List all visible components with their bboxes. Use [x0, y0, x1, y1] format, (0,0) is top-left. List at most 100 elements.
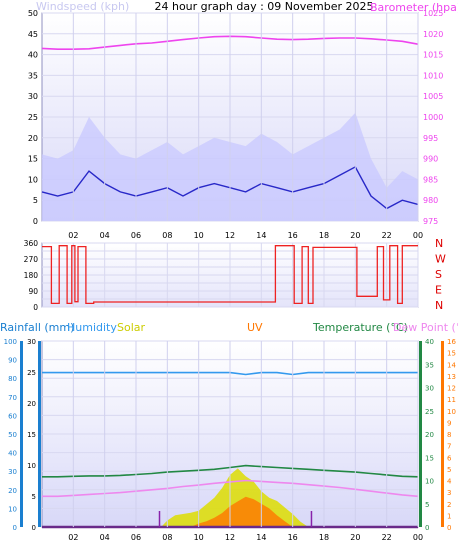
barometer-axis-label: Barometer (hpa)	[370, 1, 458, 14]
hour-tick-label: 10	[194, 533, 204, 542]
solar-axis-label: Solar	[117, 321, 146, 334]
windspeed-tick: 40	[28, 51, 38, 60]
rainfall-tick: 5	[32, 493, 36, 501]
rainfall-tick: 20	[27, 400, 36, 408]
barometer-tick-labels: 975 980 985 990 995 1000 1005 1010 1015 1020 1025	[423, 9, 443, 226]
uv-tick: 4	[447, 478, 452, 486]
hour-tick-label: 04	[100, 231, 110, 240]
direction-degree-tick: 180	[24, 271, 39, 280]
temperature-tick: 15	[425, 454, 434, 462]
rainfall-tick: 25	[27, 369, 36, 377]
temperature-axis-bar	[419, 341, 422, 527]
direction-compass-label: W	[435, 253, 446, 266]
hour-tick-label: 22	[382, 231, 392, 240]
temperature-tick: 0	[425, 524, 429, 532]
humidity-tick: 50	[8, 431, 17, 439]
uv-tick: 6	[447, 454, 452, 462]
rainfall-tick: 30	[27, 338, 36, 346]
barometer-tick: 990	[423, 155, 438, 164]
hour-tick-label: 02	[68, 231, 78, 240]
barometer-tick: 1010	[423, 71, 443, 80]
uv-tick: 8	[447, 431, 451, 439]
uv-tick: 16	[447, 338, 456, 346]
hour-tick-label: 12	[225, 231, 235, 240]
graph-title: 24 hour graph day : 09 November 2025	[154, 0, 373, 13]
wind-direction-series	[42, 245, 418, 305]
direction-panel-grid	[42, 242, 419, 308]
windspeed-tick: 20	[28, 134, 38, 143]
rain-axis-bar	[38, 341, 41, 527]
hour-tick-label: 16	[288, 231, 298, 240]
rainfall-tick-labels: 0 5 10 15 20 25 30	[27, 338, 36, 532]
direction-degree-tick: 0	[33, 303, 38, 312]
direction-compass-label: N	[435, 299, 443, 312]
dewpoint-axis-label: Dew Point (°C)	[393, 321, 458, 334]
windspeed-tick: 45	[28, 30, 38, 39]
hour-tick-label: 06	[131, 533, 141, 542]
humidity-axis-bar	[20, 341, 23, 527]
windspeed-tick: 15	[28, 155, 38, 164]
wind-direction-line	[42, 245, 418, 305]
barometer-tick: 975	[423, 217, 438, 226]
hour-tick-label: 08	[162, 533, 172, 542]
uv-series	[190, 496, 293, 527]
uv-tick: 0	[447, 524, 451, 532]
direction-degree-tick-labels: 0 90 180 270 360	[24, 239, 39, 312]
uv-tick: 3	[447, 489, 451, 497]
hour-tick-label: 08	[162, 231, 172, 240]
hour-tick-label: 06	[131, 231, 141, 240]
barometer-tick: 1000	[423, 113, 443, 122]
rainfall-tick: 0	[32, 524, 36, 532]
humidity-tick: 0	[13, 524, 17, 532]
barometer-tick: 1005	[423, 92, 443, 101]
windspeed-tick: 0	[33, 217, 38, 226]
hour-tick-label: 00	[413, 231, 423, 240]
hour-tick-label: 00	[413, 533, 423, 542]
temperature-axis-label: Temperature (°C)	[312, 321, 408, 334]
windspeed-tick: 35	[28, 71, 38, 80]
humidity-tick: 100	[4, 338, 17, 346]
windspeed-tick: 25	[28, 113, 38, 122]
barometer-tick: 985	[423, 175, 438, 184]
temperature-tick: 30	[425, 385, 434, 393]
windspeed-tick: 50	[28, 9, 38, 18]
barometer-tick: 995	[423, 134, 438, 143]
uv-tick: 10	[447, 408, 456, 416]
hour-tick-label: 20	[350, 231, 360, 240]
direction-degree-tick: 90	[28, 287, 38, 296]
windspeed-axis-label: Windspeed (kph)	[36, 0, 129, 13]
uv-tick: 14	[447, 361, 456, 369]
windspeed-tick-labels: 0 5 10 15 20 25 30 35 40 45 50	[28, 9, 38, 226]
humidity-axis-label: Humidity	[67, 321, 117, 334]
temperature-tick: 35	[425, 361, 434, 369]
humidity-tick: 10	[8, 505, 17, 513]
uv-tick: 9	[447, 419, 451, 427]
uv-tick: 12	[447, 385, 456, 393]
temperature-tick-labels: 0 5 10 15 20 25 30 35 40	[425, 338, 434, 532]
uv-tick: 13	[447, 373, 456, 381]
humidity-tick: 70	[8, 394, 17, 402]
humidity-tick: 80	[8, 375, 17, 383]
temperature-tick: 20	[425, 431, 434, 439]
temp-panel-hour-labels: 02 04 06 08 10 12 14 16 18 20 22 00	[68, 341, 423, 542]
uv-tick: 2	[447, 501, 451, 509]
barometer-tick: 1015	[423, 51, 443, 60]
humidity-tick: 40	[8, 450, 17, 458]
direction-degree-tick: 270	[24, 255, 39, 264]
windspeed-tick: 10	[28, 175, 38, 184]
temperature-tick: 10	[425, 478, 434, 486]
uv-tick: 11	[447, 396, 456, 404]
hour-tick-label: 18	[319, 533, 329, 542]
uv-area	[190, 496, 293, 527]
rainfall-axis-label: Rainfall (mm)	[0, 321, 74, 334]
hour-tick-label: 18	[319, 231, 329, 240]
direction-compass-label: E	[435, 284, 442, 297]
humidity-tick: 90	[8, 357, 17, 365]
uv-axis-label: UV	[247, 321, 263, 334]
uv-axis-bar	[441, 341, 444, 527]
humidity-tick: 30	[8, 468, 17, 476]
hour-tick-label: 10	[194, 231, 204, 240]
barometer-tick: 980	[423, 196, 438, 205]
